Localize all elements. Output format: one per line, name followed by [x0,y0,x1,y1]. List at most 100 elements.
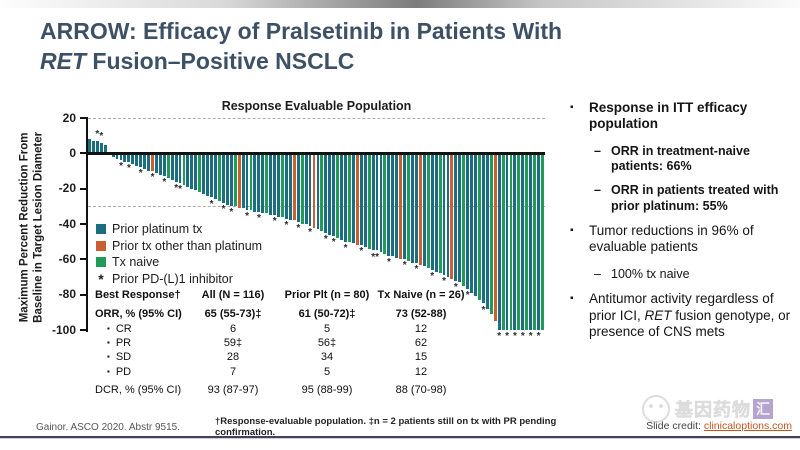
legend-item: Prior platinum tx [96,221,262,238]
waterfall-bar [340,153,343,240]
waterfall-bar [131,153,135,164]
square-bullet-icon: ▪ [570,102,574,113]
pd-l1-star-marker: * [245,210,250,222]
key-points-panel: ▪ Response in ITT efficacy population – ORR… [570,100,798,352]
waterfall-bar [233,153,237,207]
waterfall-bar [151,153,154,171]
waterfall-bar [533,153,537,330]
table-header-row: Best Response† All (N = 116) Prior Plt (n … [95,289,467,301]
waterfall-bar [284,153,288,219]
table-row: CR 6 5 12 [95,322,467,336]
chart-legend: Prior platinum tx Prior tx other than pla… [96,221,262,287]
table-cell: 12 [414,365,428,378]
pd-l1-star-marker: * [481,304,486,316]
waterfall-bar [277,153,280,217]
pd-l1-star-marker: * [331,237,336,249]
pd-l1-star-marker: * [414,263,419,275]
waterfall-bar [202,153,206,194]
waterfall-bar [541,153,544,330]
clinicaloptions-link[interactable]: clinicaloptions.com [703,420,792,432]
slide-title: ARROW: Efficacy of Pralsetinib in Patien… [40,16,740,77]
waterfall-bar [359,153,363,246]
waterfall-bar [517,153,521,330]
pd-l1-star-marker: * [402,260,407,272]
waterfall-bar [237,153,241,209]
sub-bullet-body: ORR in patients treated with prior plati… [611,183,798,214]
pd-l1-star-marker: * [497,331,502,342]
waterfall-bar [178,153,182,184]
waterfall-bar [414,153,418,263]
table-cell: 95 (88-99) [301,383,353,396]
waterfall-bar [135,153,139,166]
table-cell: 28 [226,351,240,364]
waterfall-bar [379,153,383,253]
bullet-text: ORR in patients treated with prior plati… [611,183,779,213]
waterfall-bar [363,153,367,247]
waterfall-bar [320,153,324,232]
waterfall-bar [367,153,371,249]
table-row-label: PD [95,365,187,379]
table-cell: 61 (50-72)‡ [298,308,356,320]
pd-l1-star-marker: * [505,331,510,342]
table-cell: 12 [414,323,428,335]
waterfall-bar [288,153,292,221]
waterfall-bar [509,153,513,330]
ret-italic: RET [40,48,86,75]
waterfall-bar [210,153,213,198]
y-tick-label: -60 [58,251,76,266]
waterfall-bar [261,153,265,214]
waterfall-bar [493,153,497,322]
waterfall-bar [430,153,434,270]
waterfall-bar [198,153,202,193]
pd-l1-star-marker: * [308,226,313,238]
table-cell: 62 [414,337,428,350]
square-bullet-icon: ▪ [570,224,574,236]
watermark-logo: 基因药物 汇 [642,395,773,423]
waterfall-bar [123,153,127,163]
table-row-label: CR [95,322,187,336]
waterfall-bar [434,153,438,272]
waterfall-bar [139,153,143,168]
table-row: PR 59‡ 56‡ 62 [95,336,467,350]
bullet-item: ▪ Response in ITT efficacy population [570,100,798,133]
sub-bullet-item: – ORR in treatment-naive patients: 66% [594,144,798,175]
pd-l1-star-marker: * [386,256,391,268]
waterfall-bar [505,153,509,330]
dash-bullet-icon: – [594,266,601,281]
waterfall-bar [387,153,391,256]
waterfall-bar [422,153,426,267]
y-tick-label: -80 [58,287,76,302]
waterfall-bar [269,153,273,216]
top-gradient-bar [0,0,800,8]
zero-baseline [88,151,545,155]
pd-l1-star-marker: * [162,177,167,189]
waterfall-bar [411,153,414,263]
waterfall-bar [355,153,359,246]
legend-label: Prior platinum tx [112,222,203,237]
waterfall-bar [371,153,375,251]
y-tick-mark [80,293,87,296]
waterfall-bar [158,153,162,175]
dash-bullet-icon: – [594,143,601,158]
y-tick-label: -20 [58,181,76,196]
waterfall-bar [253,153,257,212]
y-tick-mark [80,152,87,155]
pd-l1-star-marker: * [138,168,143,180]
waterfall-bar [111,153,115,157]
pd-l1-star-marker: * [343,242,348,254]
pd-l1-star-marker: * [174,182,179,194]
bottom-divider [0,436,800,439]
waterfall-plot: * * * * * * * * * * * * * * * * * * * * * * * * * * * * * * * * * * * * * * [88,118,545,342]
waterfall-bar [190,153,194,189]
bullet-item: ▪ Antitumor activity regardless of prior … [570,291,798,340]
waterfall-bar [91,140,95,154]
pd-l1-star-marker: * [513,331,517,342]
table-cell: 88 (70-98) [395,383,447,396]
pd-l1-star-marker: * [465,290,470,302]
bullet-body: Antitumor activity regardless of prior I… [589,291,798,340]
sub-bullet-body: ORR in treatment-naive patients: 66% [611,144,798,175]
table-row-label: ORR, % (95% CI) [95,308,182,320]
waterfall-bar [245,153,249,210]
waterfall-bar [336,153,340,239]
table-row: DCR, % (95% CI) 93 (87-97) 95 (88-99) 88 (7… [95,384,467,396]
